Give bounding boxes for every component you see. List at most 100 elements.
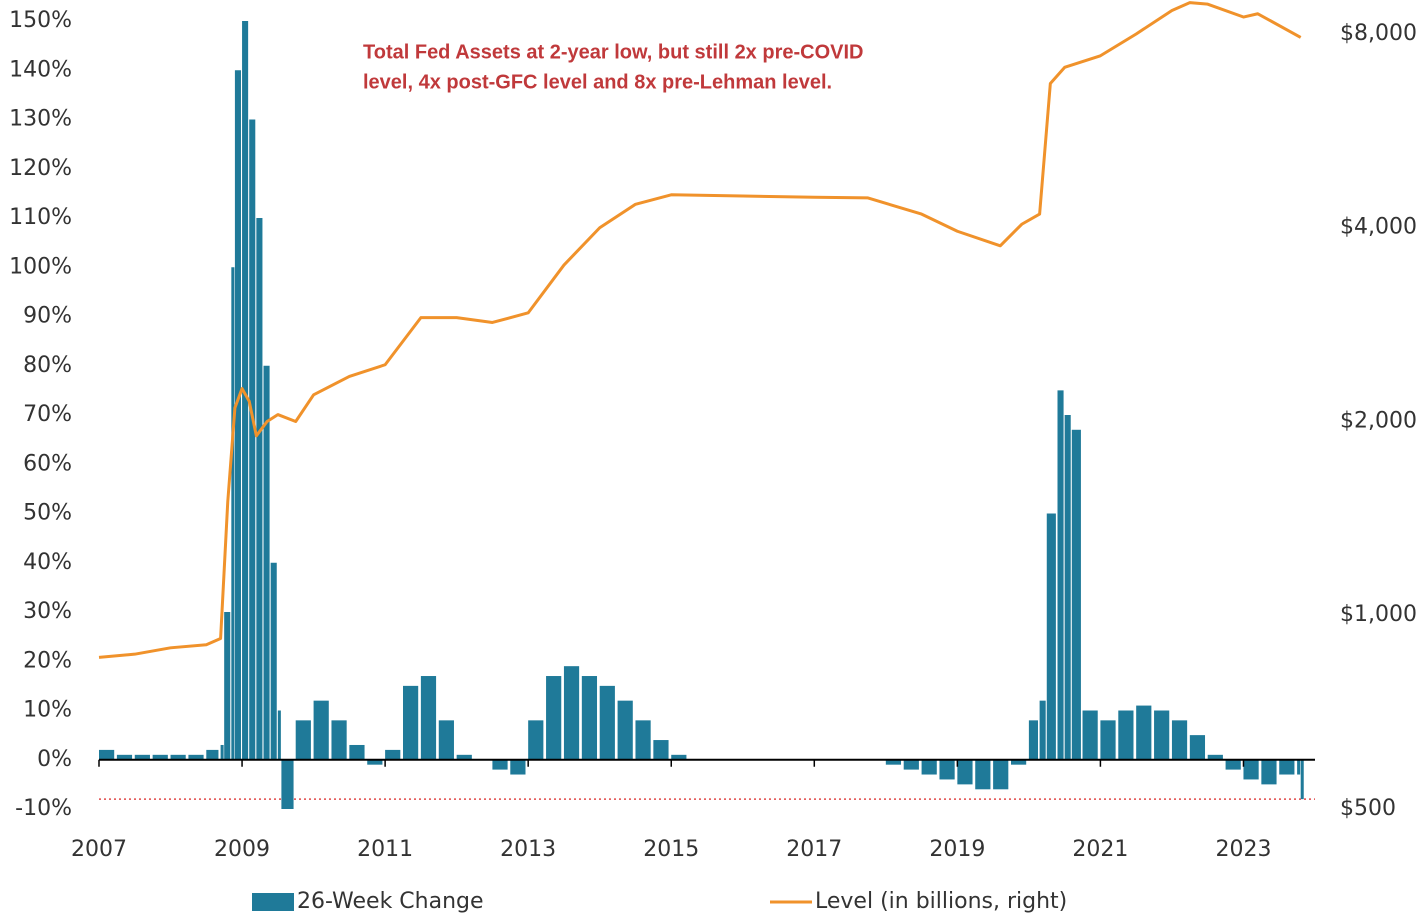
bar (438, 720, 454, 760)
annotation-line: Total Fed Assets at 2-year low, but stil… (363, 41, 864, 63)
bar (510, 759, 526, 775)
y-tick-label: 60% (23, 451, 72, 476)
y-tick-label: 130% (9, 107, 72, 132)
bar (671, 754, 687, 760)
legend-swatch (252, 893, 294, 911)
bar (231, 267, 235, 760)
y-tick-label: 10% (23, 698, 72, 723)
y-tick-label: 50% (23, 501, 72, 526)
y-tick-label: 100% (9, 254, 72, 279)
bar (1243, 759, 1259, 780)
bar (975, 759, 991, 790)
x-tick-label: 2019 (929, 837, 985, 862)
x-tick-label: 2017 (786, 837, 842, 862)
bar (599, 685, 615, 760)
bar (1171, 720, 1188, 760)
bar (367, 759, 383, 765)
x-tick-label: 2023 (1215, 837, 1271, 862)
bar (1118, 710, 1134, 760)
bar (653, 740, 669, 760)
bar (957, 759, 973, 785)
bar (617, 700, 633, 760)
bar (134, 754, 150, 760)
bar (528, 720, 544, 760)
bar (1082, 710, 1098, 760)
level-line (98, 1, 1302, 659)
bar (224, 612, 231, 760)
bar (1261, 759, 1277, 785)
bar (1154, 710, 1170, 760)
bar (1136, 705, 1152, 760)
bar (1297, 759, 1301, 775)
annotation-line: level, 4x post-GFC level and 8x pre-Lehm… (363, 71, 832, 93)
bar (313, 700, 329, 760)
bar (277, 710, 281, 760)
bar (385, 749, 401, 760)
bar (234, 70, 241, 760)
bar (581, 676, 598, 760)
bar (206, 749, 219, 760)
bar (1028, 720, 1039, 760)
y2-tick-label: $1,000 (1340, 602, 1417, 627)
bar (1057, 390, 1064, 760)
bar (349, 744, 365, 760)
bar (188, 754, 204, 760)
y-tick-label: 70% (23, 402, 72, 427)
bar (249, 119, 256, 760)
bar (1207, 754, 1223, 760)
bar (220, 744, 224, 760)
y2-tick-label: $8,000 (1340, 21, 1417, 46)
bar (1300, 759, 1304, 800)
y-tick-label: 30% (23, 599, 72, 624)
bar (635, 720, 651, 760)
y-tick-label: -10% (15, 796, 72, 821)
bar (492, 759, 508, 770)
bar (263, 365, 270, 760)
bar (885, 759, 902, 765)
bar (295, 720, 311, 760)
y-tick-label: 150% (9, 8, 72, 33)
x-tick-label: 2015 (643, 837, 699, 862)
bar (563, 666, 580, 760)
bar (1225, 759, 1241, 770)
x-tick-label: 2021 (1072, 837, 1128, 862)
bar (1064, 415, 1071, 760)
bar (1071, 429, 1081, 760)
y-tick-label: 40% (23, 550, 72, 575)
legend-label: Level (in billions, right) (815, 889, 1067, 914)
bar (456, 754, 472, 760)
y-tick-label: 20% (23, 648, 72, 673)
y2-tick-label: $2,000 (1340, 408, 1417, 433)
bar (1189, 735, 1206, 760)
bar (170, 754, 186, 760)
bar (546, 676, 562, 760)
bar (1011, 759, 1027, 765)
bar (1039, 700, 1046, 760)
bar (256, 218, 263, 760)
y-tick-label: 110% (9, 205, 72, 230)
bar (152, 754, 168, 760)
y2-tick-label: $4,000 (1340, 215, 1417, 240)
x-tick-label: 2009 (214, 837, 270, 862)
bar (420, 676, 437, 760)
bar (116, 754, 133, 760)
bar (1046, 513, 1056, 760)
bar (903, 759, 919, 770)
y-tick-label: 90% (23, 304, 72, 329)
y-tick-label: 0% (37, 747, 72, 772)
bar (99, 749, 115, 760)
legend-label: 26-Week Change (297, 889, 484, 914)
bar (270, 562, 277, 760)
y-tick-label: 140% (9, 57, 72, 82)
x-tick-label: 2011 (357, 837, 413, 862)
bar (331, 720, 347, 760)
y2-tick-label: $500 (1340, 796, 1396, 821)
bar (921, 759, 937, 775)
y-tick-label: 120% (9, 156, 72, 181)
bar (1279, 759, 1295, 775)
bar (1100, 720, 1116, 760)
bar (993, 759, 1009, 790)
x-tick-label: 2007 (71, 837, 127, 862)
